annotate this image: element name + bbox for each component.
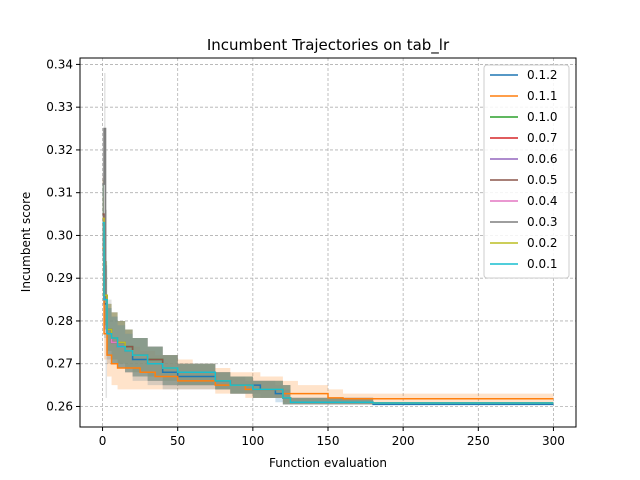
grid [80, 58, 576, 427]
legend-label-0-0-7: 0.0.7 [527, 131, 558, 145]
x-tick-label: 300 [542, 434, 565, 448]
legend-label-0-1-0: 0.1.0 [527, 110, 558, 124]
line-0-0-1 [102, 221, 554, 404]
band-0-1-1 [102, 196, 554, 403]
y-axis-ticks: 0.26 0.27 0.28 0.29 0.30 0.31 0.32 0.33 0.34 [46, 57, 80, 413]
legend-label-0-1-1: 0.1.1 [527, 89, 558, 103]
legend-box [483, 64, 570, 279]
y-tick-label: 0.31 [46, 186, 73, 200]
y-tick-label: 0.29 [46, 271, 73, 285]
y-tick-label: 0.34 [46, 57, 73, 71]
y-tick-label: 0.26 [46, 399, 73, 413]
x-tick-label: 0 [99, 434, 107, 448]
y-tick-label: 0.27 [46, 357, 73, 371]
y-tick-label: 0.28 [46, 314, 73, 328]
x-tick-label: 150 [317, 434, 340, 448]
x-tick-label: 50 [170, 434, 185, 448]
legend-label-0-0-5: 0.0.5 [527, 173, 558, 187]
band-0-1-2 [102, 184, 554, 405]
y-tick-label: 0.30 [46, 228, 73, 242]
legend-label-0-1-2: 0.1.2 [527, 68, 558, 82]
x-tick-label: 250 [467, 434, 490, 448]
band-0-0-3 [102, 72, 554, 405]
legend-label-0-0-6: 0.0.6 [527, 152, 558, 166]
y-tick-label: 0.33 [46, 100, 73, 114]
series-lines [102, 127, 554, 406]
legend-label-0-0-2: 0.0.2 [527, 236, 558, 250]
legend-label-0-0-4: 0.0.4 [527, 194, 558, 208]
x-axis-ticks: 0 50 100 150 200 250 300 [99, 427, 565, 448]
y-tick-label: 0.32 [46, 143, 73, 157]
legend-label-0-0-3: 0.0.3 [527, 215, 558, 229]
x-tick-label: 200 [392, 434, 415, 448]
legend-label-0-0-1: 0.0.1 [527, 257, 558, 271]
y-axis-label: Incumbent score [19, 192, 33, 292]
legend: 0.1.2 0.1.1 0.1.0 0.0.7 0.0.6 0.0.5 0.0.4 0.0.3… [483, 64, 570, 279]
x-axis-label: Function evaluation [269, 456, 387, 470]
x-tick-label: 100 [241, 434, 264, 448]
confidence-bands [102, 72, 554, 405]
chart-title: Incumbent Trajectories on tab_lr [207, 36, 450, 55]
line-0-1-1 [102, 247, 554, 400]
